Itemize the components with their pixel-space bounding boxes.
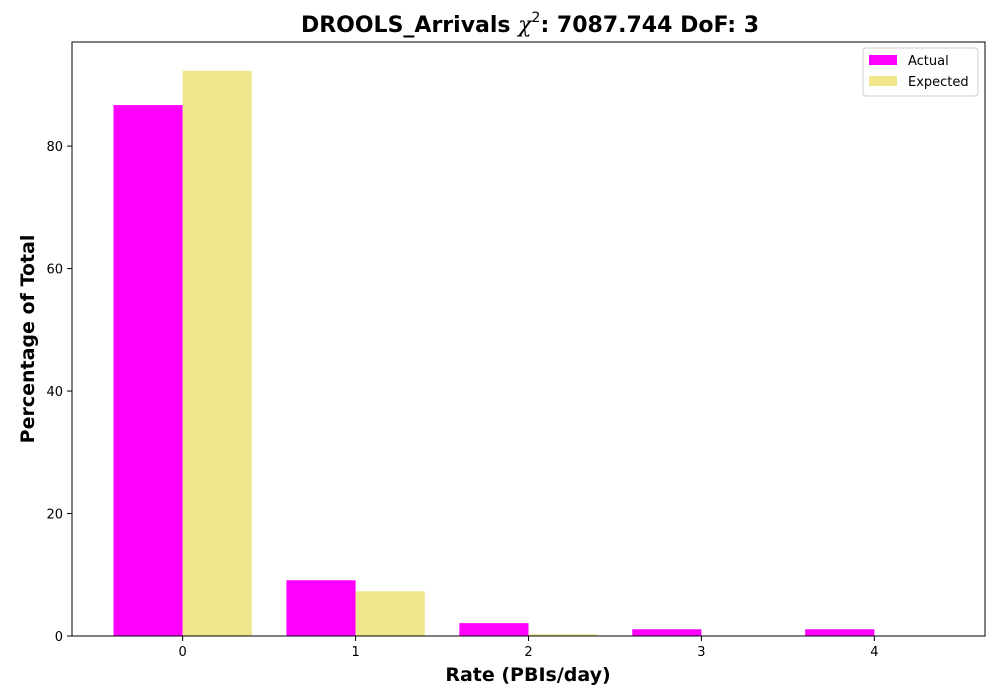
bar-expected-1	[355, 591, 425, 636]
legend-swatch-expected	[869, 76, 897, 86]
legend: Actual Expected	[862, 47, 979, 97]
bar-actual-1	[286, 580, 356, 636]
x-tick-label: 3	[697, 645, 705, 660]
x-tick-label: 4	[870, 645, 878, 660]
y-tick-label: 20	[46, 508, 63, 523]
bar-actual-4	[805, 629, 875, 636]
plot-frame	[71, 41, 986, 637]
y-tick-label: 80	[46, 140, 63, 155]
x-axis-label: Rate (PBIs/day)	[445, 664, 610, 686]
y-tick-label: 60	[46, 263, 63, 278]
legend-label-actual: Actual	[908, 54, 949, 69]
y-tick-label: 40	[46, 385, 63, 400]
bar-expected-2	[528, 634, 598, 636]
bars-layer	[113, 70, 875, 637]
x-tick-label: 1	[351, 645, 359, 660]
bar-expected-0	[182, 70, 252, 637]
x-tick-label: 0	[179, 645, 187, 660]
legend-label-expected: Expected	[908, 75, 969, 90]
bar-actual-2	[459, 623, 529, 636]
x-tick-label: 2	[524, 645, 532, 660]
legend-swatch-actual	[869, 55, 897, 65]
bar-actual-3	[632, 629, 702, 636]
y-axis-label: Percentage of Total	[17, 235, 39, 444]
bar-actual-0	[113, 105, 183, 637]
y-tick-label: 0	[55, 630, 63, 645]
chart-title: DROOLS_Arrivals χ2: 7087.744 DoF: 3	[301, 10, 759, 38]
